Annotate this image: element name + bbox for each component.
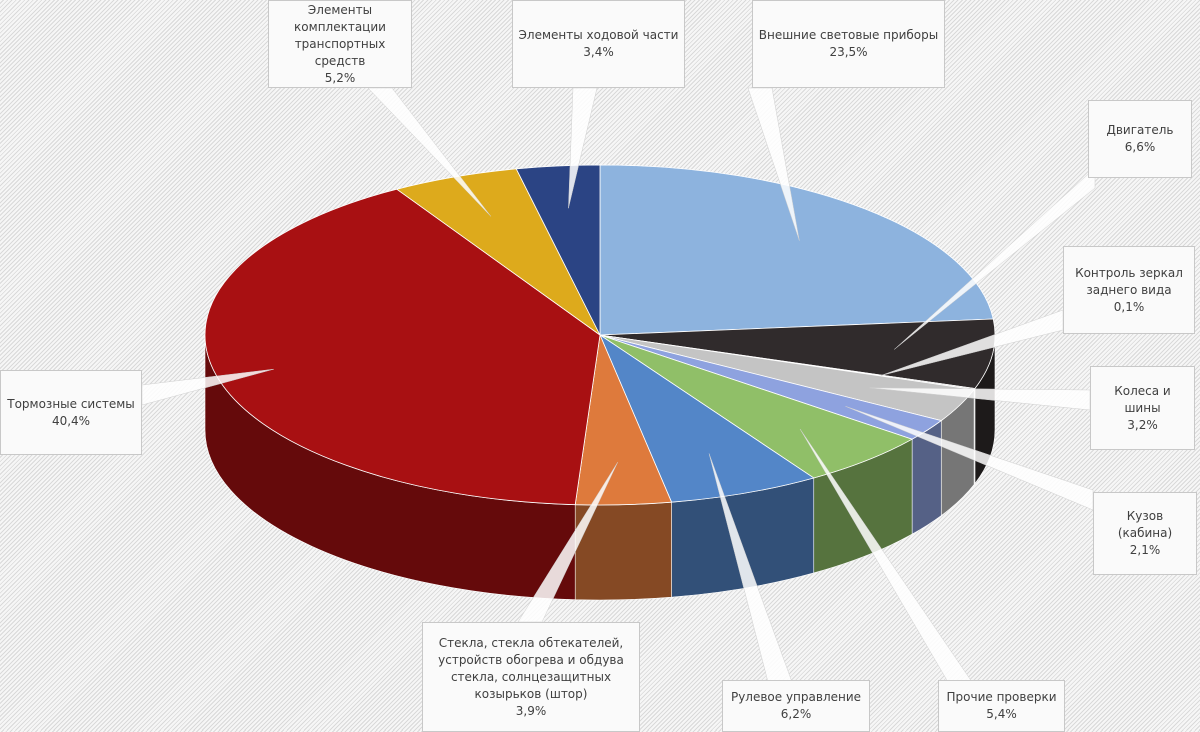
data-label-9: Элементы комплектации транспортных средс… bbox=[268, 0, 412, 88]
data-label-3: Колеса и шины 3,2% bbox=[1090, 366, 1195, 450]
leader-line-1 bbox=[894, 167, 1096, 350]
slice-6 bbox=[599, 333, 815, 503]
data-label-4: Кузов (кабина) 2,1% bbox=[1093, 492, 1197, 575]
leader-line-9 bbox=[367, 87, 492, 217]
slice-0 bbox=[599, 164, 994, 336]
data-label-10: Элементы ходовой части 3,4% bbox=[512, 0, 685, 88]
slice-5 bbox=[599, 334, 914, 479]
slice-8 bbox=[204, 188, 601, 506]
data-label-6: Рулевое управление 6,2% bbox=[722, 680, 870, 732]
data-label-0: Внешние световые приборы 23,5% bbox=[752, 0, 945, 88]
data-label-1: Двигатель 6,6% bbox=[1088, 100, 1192, 178]
data-label-2: Контроль зеркал заднего вида 0,1% bbox=[1063, 246, 1195, 334]
leader-line-0 bbox=[747, 87, 800, 241]
data-label-8: Тормозные системы 40,4% bbox=[0, 370, 142, 455]
leader-line-8 bbox=[141, 368, 274, 406]
leader-line-10 bbox=[568, 87, 598, 209]
data-label-5: Прочие проверки 5,4% bbox=[938, 680, 1065, 732]
slice-10 bbox=[515, 164, 601, 336]
data-label-7: Стекла, стекла обтекателей, устройств об… bbox=[422, 622, 640, 732]
